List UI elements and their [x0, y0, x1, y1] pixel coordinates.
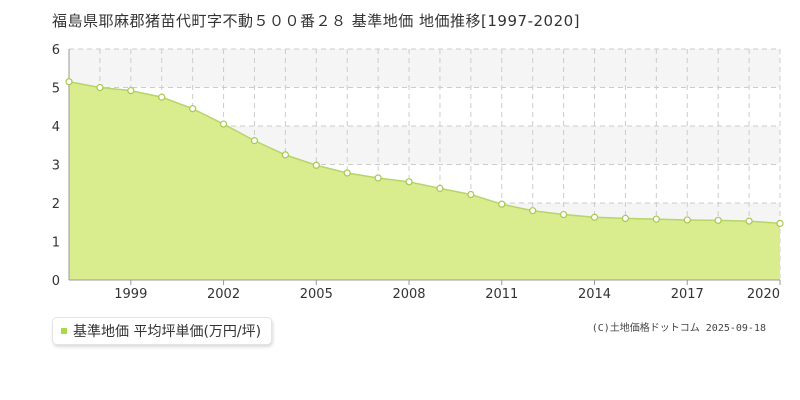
y-tick-label: 6: [52, 43, 60, 58]
data-point: [312, 161, 320, 169]
data-point: [96, 83, 104, 92]
data-point: [652, 215, 660, 223]
data-point: [189, 105, 197, 113]
data-point: [158, 93, 166, 101]
data-point: [219, 120, 228, 128]
data-point: [621, 214, 630, 222]
x-tick-label: 2014: [578, 287, 611, 302]
y-tick-label: 3: [52, 159, 60, 174]
data-point: [590, 213, 599, 221]
data-point: [745, 217, 753, 225]
data-point: [250, 137, 259, 145]
x-tick-label: 2008: [392, 287, 425, 302]
data-point: [560, 210, 568, 219]
data-point: [467, 190, 475, 199]
x-tick-label: 2017: [671, 287, 704, 302]
data-point: [776, 219, 784, 228]
copyright-credit: (C)土地価格ドットコム 2025-09-18: [591, 323, 766, 334]
data-point: [281, 151, 289, 159]
x-tick-label: 2020: [747, 287, 780, 302]
data-point: [374, 174, 382, 182]
series-area: [69, 81, 780, 280]
data-point: [498, 200, 506, 208]
y-tick-label: 2: [52, 197, 60, 212]
series-line: [68, 80, 781, 225]
data-point: [405, 178, 413, 186]
y-tick-label: 5: [52, 82, 60, 97]
data-point: [714, 216, 722, 224]
y-tick-label: 1: [52, 236, 60, 251]
legend-label: 基準地価 平均坪単価(万円/坪): [73, 324, 262, 340]
data-point: [436, 184, 444, 192]
x-tick-label: 2011: [485, 287, 518, 302]
data-point: [127, 86, 135, 95]
grid-band: [69, 49, 780, 88]
data-point: [343, 169, 351, 177]
data-point: [683, 216, 691, 224]
x-tick-label: 2005: [300, 287, 333, 302]
x-tick-label: 1999: [114, 287, 147, 302]
legend-swatch: [61, 328, 67, 334]
data-point: [529, 207, 537, 215]
data-point: [65, 78, 73, 86]
legend[interactable]: 基準地価 平均坪単価(万円/坪): [52, 317, 273, 345]
x-tick-label: 2002: [207, 287, 240, 302]
y-tick-label: 4: [52, 120, 60, 135]
chart-title: 福島県耶麻郡猪苗代町字不動５００番２８ 基準地価 地価推移[1997-2020]: [52, 12, 581, 30]
y-tick-label: 0: [52, 274, 60, 289]
